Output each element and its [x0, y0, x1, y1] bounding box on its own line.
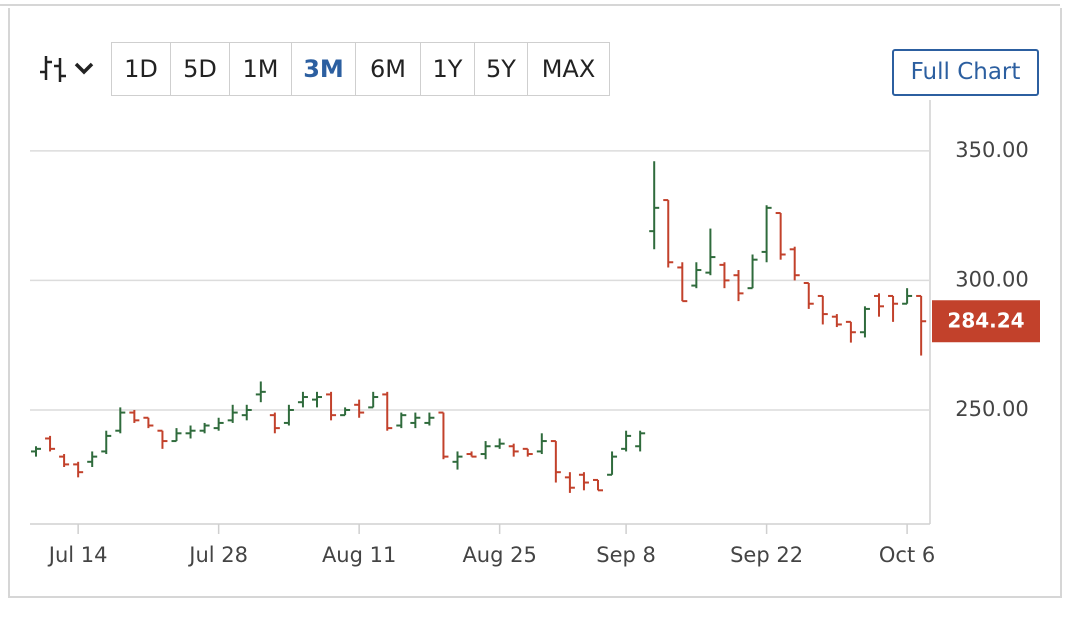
- ohlc-bar: [902, 288, 913, 305]
- x-tick-label: Jul 28: [187, 543, 248, 567]
- ohlc-bar: [354, 399, 365, 418]
- ohlc-bar: [733, 270, 744, 302]
- ohlc-bar: [705, 228, 716, 276]
- ohlc-bar: [255, 381, 266, 403]
- ohlc-bar: [31, 446, 41, 457]
- ohlc-bar: [663, 199, 674, 268]
- chart-type-icon[interactable]: [40, 56, 94, 82]
- ohlc-bar: [340, 407, 351, 417]
- ohlc-bar: [241, 404, 252, 421]
- y-tick-label: 300.00: [955, 267, 1028, 291]
- ohlc-bar: [888, 294, 899, 322]
- ohlc-bar: [803, 281, 814, 309]
- range-button[interactable]: 1D: [112, 43, 171, 95]
- ohlc-bar: [649, 161, 660, 250]
- range-button[interactable]: 1M: [230, 43, 292, 95]
- ohlc-bar: [817, 294, 828, 325]
- ohlc-bar: [452, 451, 463, 470]
- ohlc-bar: [536, 433, 547, 455]
- x-tick-label: Sep 22: [730, 543, 803, 567]
- ohlc-bar: [859, 306, 870, 338]
- ohlc-bar: [747, 254, 758, 290]
- ohlc-bar: [677, 262, 688, 303]
- range-button[interactable]: 5D: [171, 43, 230, 95]
- ohlc-bar: [789, 246, 800, 281]
- ohlc-bar: [227, 404, 238, 423]
- ohlc-bar: [845, 320, 856, 343]
- full-chart-button[interactable]: Full Chart: [892, 49, 1039, 96]
- ohlc-bar: [635, 430, 646, 452]
- ohlc-bar: [564, 472, 575, 493]
- ohlc-bar: [621, 430, 632, 452]
- x-tick-label: Jul 14: [47, 543, 108, 567]
- ohlc-bar: [578, 472, 589, 491]
- top-rule: [0, 4, 1060, 6]
- ohlc-bar: [522, 447, 533, 457]
- ohlc-bar: [494, 438, 505, 449]
- range-button[interactable]: 1Y: [421, 43, 475, 95]
- ohlc-bar: [719, 262, 730, 289]
- ohlc-bar: [157, 429, 168, 449]
- ohlc-bar: [550, 440, 561, 483]
- x-tick-label: Aug 11: [322, 543, 396, 567]
- ohlc-bar: [691, 262, 702, 289]
- ohlc-bar: [283, 404, 294, 426]
- last-price-badge: [932, 300, 1040, 343]
- ohlc-bar: [761, 205, 772, 263]
- ohlc-bar: [101, 430, 112, 455]
- ohlc-bar: [480, 441, 491, 460]
- ohlc-bar: [775, 212, 786, 260]
- ohlc-bar: [185, 425, 196, 439]
- ohlc-bar: [73, 461, 84, 478]
- ohlc-bar: [396, 412, 407, 429]
- ohlc-bar: [368, 391, 379, 409]
- ohlc-bar: [410, 412, 421, 429]
- x-tick-label: Oct 6: [879, 543, 935, 567]
- widget-frame: [8, 8, 1062, 598]
- ohlc-bar: [45, 435, 56, 452]
- ohlc-bar: [438, 411, 449, 460]
- ohlc-bar: [213, 417, 224, 431]
- last-price-label: 284.24: [947, 309, 1024, 333]
- ohlc-bar: [59, 454, 70, 467]
- ohlc-bar: [297, 391, 308, 408]
- ohlc-bar: [143, 416, 154, 429]
- ohlc-bar: [382, 391, 393, 431]
- ohlc-bar: [269, 412, 280, 434]
- ohlc-bar: [129, 409, 140, 423]
- ohlc-bar: [87, 451, 98, 467]
- range-selector: 1D 5D 1M 3M 6M 1Y 5Y MAX: [111, 42, 610, 96]
- ohlc-bar: [593, 478, 603, 492]
- ohlc-bar: [171, 428, 182, 443]
- range-button[interactable]: 6M: [356, 43, 421, 95]
- range-button[interactable]: MAX: [541, 55, 596, 83]
- ohlc-bar: [312, 391, 322, 408]
- ohlc-bar: [466, 451, 477, 458]
- ohlc-bar: [874, 293, 884, 317]
- range-button[interactable]: 3M: [292, 43, 356, 95]
- x-tick-label: Aug 25: [462, 543, 536, 567]
- x-tick-label: Sep 8: [596, 543, 656, 567]
- y-tick-label: 250.00: [955, 397, 1028, 421]
- ohlc-bar: [326, 391, 337, 421]
- ohlc-bar: [199, 422, 210, 434]
- y-tick-label: 350.00: [955, 138, 1028, 162]
- ohlc-bar: [607, 451, 618, 476]
- ohlc-bar: [508, 443, 519, 457]
- ohlc-bar: [916, 294, 927, 356]
- ohlc-bar: [115, 407, 126, 434]
- range-button[interactable]: 5Y: [475, 43, 528, 95]
- ohlc-bar: [831, 314, 842, 328]
- ohlc-bar: [424, 412, 435, 426]
